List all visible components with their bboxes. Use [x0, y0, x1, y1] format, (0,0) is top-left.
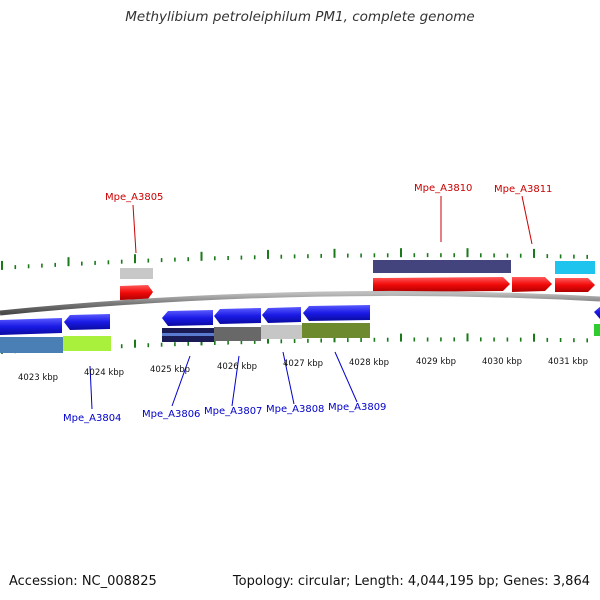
gene-label-mpe-a3806[interactable]: Mpe_A3806 — [142, 409, 200, 420]
feature-bar-green-edge — [594, 324, 600, 336]
gene-arrow-mpe-a3804[interactable] — [64, 314, 110, 330]
feature-bar-steel-blue — [0, 337, 63, 353]
feature-bar-dark-slate — [373, 260, 511, 273]
gene-arrow-forward-edge[interactable] — [555, 278, 595, 292]
scale-label: 4030 kbp — [482, 357, 522, 367]
gene-label-mpe-a3810[interactable]: Mpe_A3810 — [414, 183, 472, 194]
map-title: Methylibium petroleiphilum PM1, complete… — [125, 9, 475, 25]
scale-label: 4025 kbp — [150, 365, 190, 375]
genome-backbone — [0, 290, 600, 316]
gene-arrow-mpe-a3807[interactable] — [214, 308, 261, 324]
callout-mpe-a3809 — [334, 351, 358, 403]
gene-arrow-mpe-a3808[interactable] — [262, 307, 301, 323]
callout-mpe-a3805 — [132, 204, 137, 254]
callout-mpe-a3811 — [521, 195, 533, 245]
gene-label-mpe-a3808[interactable]: Mpe_A3808 — [266, 404, 324, 415]
gene-arrow-mpe-a3806[interactable] — [162, 310, 213, 326]
callout-mpe-a3807 — [231, 355, 240, 407]
gene-arrow-mpe-a3811[interactable] — [512, 277, 552, 292]
feature-bar-dark-gray — [214, 327, 261, 341]
feature-bar-olive — [302, 323, 370, 338]
callout-mpe-a3806 — [171, 355, 191, 407]
gene-label-mpe-a3805[interactable]: Mpe_A3805 — [105, 192, 163, 203]
feature-bar-light-gray — [261, 325, 302, 339]
feature-bar-navy-stripe-mid — [162, 333, 214, 336]
accession-text: Accession: NC_008825 — [9, 574, 157, 589]
gene-arrow-mpe-a3810[interactable] — [373, 277, 510, 292]
callout-mpe-a3808 — [282, 351, 295, 405]
gene-arrow-mpe-a3803[interactable] — [0, 318, 62, 335]
gene-arrow-mpe-a3805[interactable] — [120, 285, 153, 300]
feature-bar-gray — [120, 268, 153, 279]
scale-label: 4024 kbp — [84, 368, 124, 378]
callout-mpe-a3804 — [89, 365, 93, 410]
gene-arrow-mpe-a3809[interactable] — [303, 305, 370, 321]
gene-label-mpe-a3811[interactable]: Mpe_A3811 — [494, 184, 552, 195]
genome-stats-text: Topology: circular; Length: 4,044,195 bp… — [232, 574, 590, 589]
gene-label-mpe-a3804[interactable]: Mpe_A3804 — [63, 413, 121, 424]
gene-label-mpe-a3807[interactable]: Mpe_A3807 — [204, 406, 262, 417]
gene-label-mpe-a3809[interactable]: Mpe_A3809 — [328, 402, 386, 413]
scale-label: 4027 kbp — [283, 359, 323, 369]
scale-label: 4031 kbp — [548, 357, 588, 367]
feature-bar-light-green — [63, 336, 111, 351]
scale-label: 4023 kbp — [18, 373, 58, 383]
outer-tick-row — [1, 248, 589, 270]
gene-arrow-reverse-edge[interactable] — [594, 305, 600, 319]
scale-label: 4026 kbp — [217, 362, 257, 372]
feature-bar-cyan — [555, 261, 595, 274]
scale-label: 4028 kbp — [349, 358, 389, 368]
scale-label: 4029 kbp — [416, 357, 456, 367]
